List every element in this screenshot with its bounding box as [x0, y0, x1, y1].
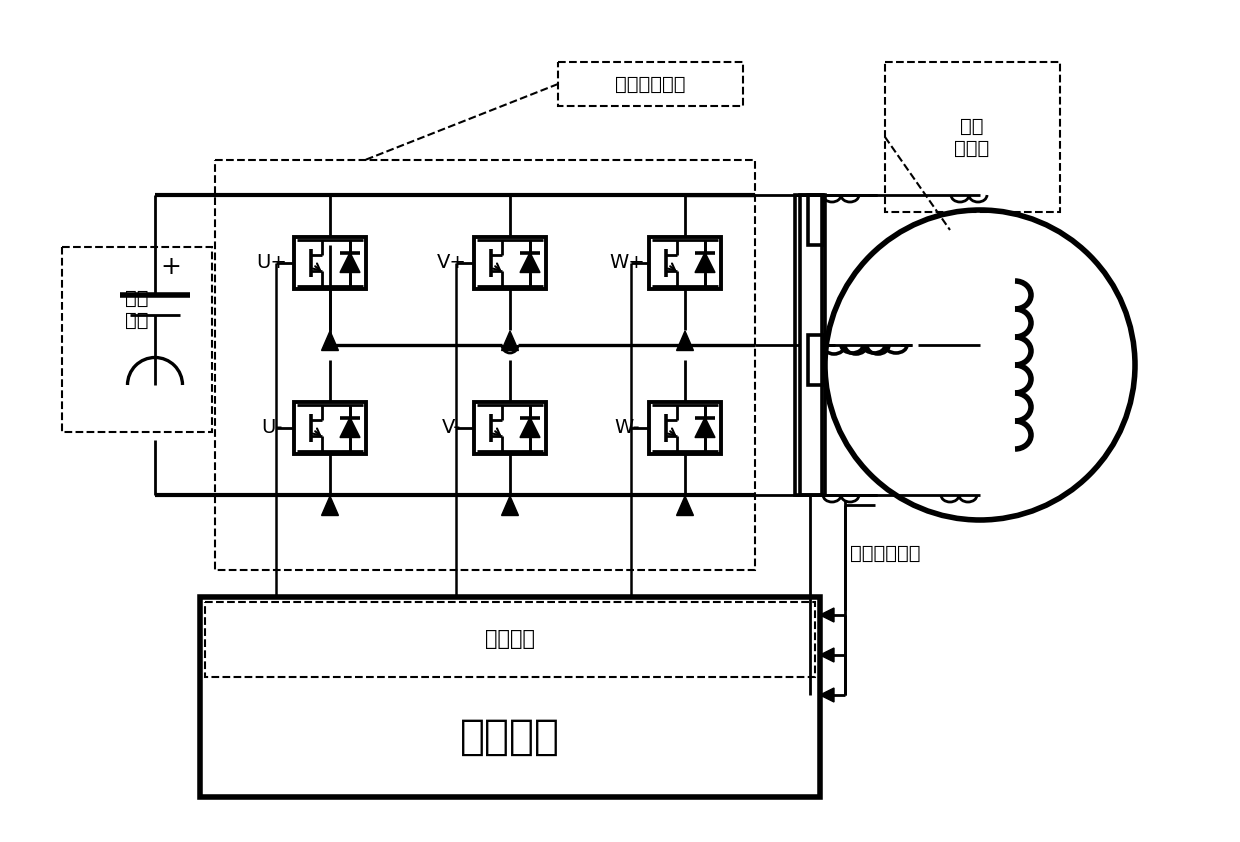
Polygon shape — [820, 688, 835, 702]
Text: 控制芯片: 控制芯片 — [460, 716, 560, 758]
Polygon shape — [321, 331, 339, 350]
Bar — [474, 237, 546, 289]
Bar — [649, 237, 720, 289]
Polygon shape — [677, 331, 693, 350]
Text: W-: W- — [614, 418, 640, 437]
Bar — [62, 247, 212, 432]
Polygon shape — [520, 418, 539, 438]
Bar — [474, 402, 546, 454]
Polygon shape — [501, 496, 518, 515]
Polygon shape — [321, 496, 339, 515]
Text: U+: U+ — [257, 253, 288, 272]
Text: 变频
压缩机: 变频 压缩机 — [955, 116, 990, 157]
Polygon shape — [820, 648, 835, 662]
Text: 驱动信号: 驱动信号 — [485, 629, 534, 649]
Bar — [808, 335, 823, 385]
Polygon shape — [340, 253, 360, 273]
Bar — [558, 62, 743, 106]
Polygon shape — [340, 418, 360, 438]
Text: 三相电流检测: 三相电流检测 — [849, 543, 920, 562]
Polygon shape — [820, 608, 835, 622]
Bar — [649, 402, 720, 454]
Polygon shape — [694, 418, 715, 438]
Bar — [205, 602, 815, 677]
Bar — [800, 195, 822, 495]
Bar — [294, 237, 366, 289]
Text: 智能功率模块: 智能功率模块 — [615, 74, 686, 93]
Bar — [808, 195, 823, 245]
Polygon shape — [520, 253, 539, 273]
Text: W+: W+ — [609, 253, 645, 272]
Bar — [885, 62, 1060, 212]
Bar — [200, 597, 820, 797]
Bar — [795, 195, 825, 495]
Text: +: + — [160, 255, 181, 279]
Text: V-: V- — [443, 418, 461, 437]
Bar — [294, 402, 366, 454]
Polygon shape — [694, 253, 715, 273]
Text: V+: V+ — [436, 253, 467, 272]
Text: U-: U- — [262, 418, 283, 437]
Bar — [215, 160, 755, 570]
Polygon shape — [501, 331, 518, 350]
Polygon shape — [677, 496, 693, 515]
Text: 电解
电容: 电解 电容 — [125, 289, 149, 329]
